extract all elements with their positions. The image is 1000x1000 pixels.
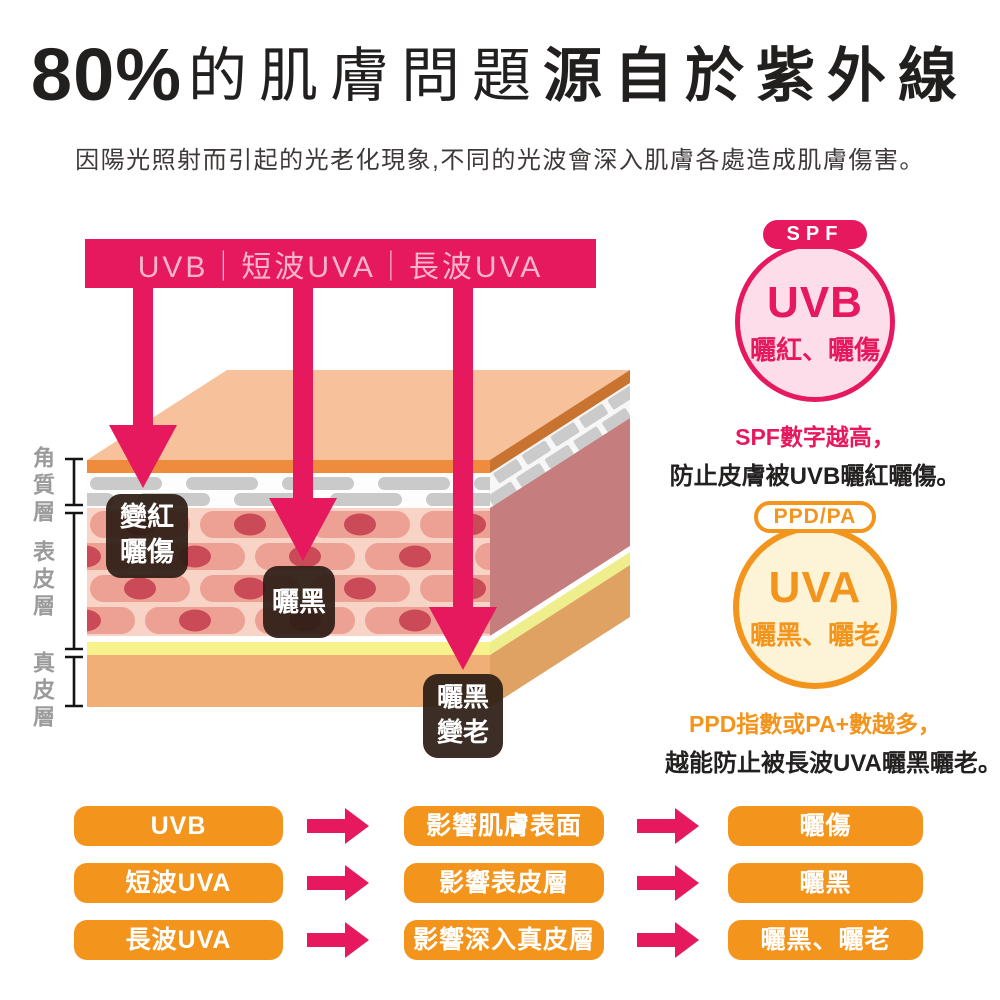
right-arrow-icon (305, 806, 371, 846)
flow-result-pill: 曬黑、曬老 (728, 920, 923, 960)
spf-badge: SPF UVB 曬紅、曬傷 SPF數字越高， 防止皮膚被UVB曬紅曬傷。 (665, 220, 965, 491)
layer-label-epidermis: 表皮層 (30, 540, 55, 621)
layer-brackets (65, 457, 83, 708)
uvb-damage-line1: 變紅 (120, 502, 174, 532)
skin-side-faces (490, 370, 630, 707)
ppd-badge: PPD/PA UVA 曬黑、曬老 PPD指數或PA+數越多， 越能防止被長波UV… (665, 501, 1000, 778)
flow-row-uvb: UVB 影響肌膚表面 曬傷 (74, 806, 954, 846)
skin-diagram (65, 288, 630, 708)
title-mid: 的肌膚問題 (188, 43, 544, 109)
flow-source-pill: 短波UVA (74, 863, 283, 903)
short-uva-damage-label: 曬黑 (263, 566, 335, 638)
long-uva-damage-line1: 曬黑 (436, 682, 489, 712)
flow-effect-pill: 影響深入真皮層 (404, 920, 604, 960)
ppd-note-line1: PPD指數或PA+數越多， (689, 711, 941, 737)
flow-row-short-uva: 短波UVA 影響表皮層 曬黑 (74, 863, 954, 903)
right-arrow-icon (305, 863, 371, 903)
ppd-effects: 曬黑、曬老 (749, 619, 880, 650)
spf-circle: UVB 曬紅、曬傷 (735, 242, 895, 402)
right-arrow-icon (305, 920, 371, 960)
layer-label-stratum-corneum: 角質層 (30, 446, 55, 527)
ppd-circle: UVA 曬黑、曬老 (733, 525, 897, 689)
spf-effects: 曬紅、曬傷 (749, 334, 880, 365)
uv-types-bar: UVB｜短波UVA｜長波UVA (85, 239, 596, 288)
spf-note-line2: 防止皮膚被UVB曬紅曬傷。 (669, 463, 961, 490)
layer-label-dermis: 真皮層 (30, 651, 55, 732)
skin-top-face (87, 370, 630, 460)
spf-uv-type: UVB (767, 277, 863, 327)
subtitle: 因陽光照射而引起的光老化現象,不同的光波會深入肌膚各處造成肌膚傷害。 (75, 147, 925, 174)
uvb-damage-label: 變紅 曬傷 (106, 494, 188, 578)
long-uva-damage-label: 曬黑 變老 (423, 674, 503, 758)
flow-source-pill: UVB (74, 806, 283, 846)
ppd-uv-type: UVA (768, 562, 862, 612)
title-tail: 源自於紫外線 (543, 43, 970, 109)
uv-types-label: UVB｜短波UVA｜長波UVA (137, 250, 544, 284)
flow-row-long-uva: 長波UVA 影響深入真皮層 曬黑、曬老 (74, 920, 954, 960)
spf-note-line1: SPF數字越高， (735, 424, 895, 450)
flow-source-pill: 長波UVA (74, 920, 283, 960)
long-uva-damage-line2: 變老 (436, 717, 489, 747)
flow-effect-pill: 影響肌膚表面 (404, 806, 604, 846)
ppd-note-line2: 越能防止被長波UVA曬黑曬老。 (665, 750, 1000, 777)
short-uva-arrow-icon (269, 288, 337, 561)
flow-result-pill: 曬黑 (728, 863, 923, 903)
right-arrow-icon (635, 863, 699, 903)
uv-effects-flow-table: UVB 影響肌膚表面 曬傷 短波UVA 影響表皮層 曬黑 長波UVA 影響深入真… (74, 806, 954, 977)
flow-result-pill: 曬傷 (728, 806, 923, 846)
uvb-arrow-icon (109, 288, 177, 488)
long-uva-arrow-icon (429, 288, 497, 670)
flow-effect-pill: 影響表皮層 (404, 863, 604, 903)
title-percentage: 80% (30, 33, 183, 116)
right-arrow-icon (635, 806, 699, 846)
ppd-tag: PPD/PA (753, 501, 877, 533)
spf-tag: SPF (762, 220, 868, 249)
page-title: 80% 的肌膚問題源自於紫外線 (0, 38, 1000, 112)
right-arrow-icon (635, 920, 699, 960)
uvb-damage-line2: 曬傷 (120, 537, 174, 567)
